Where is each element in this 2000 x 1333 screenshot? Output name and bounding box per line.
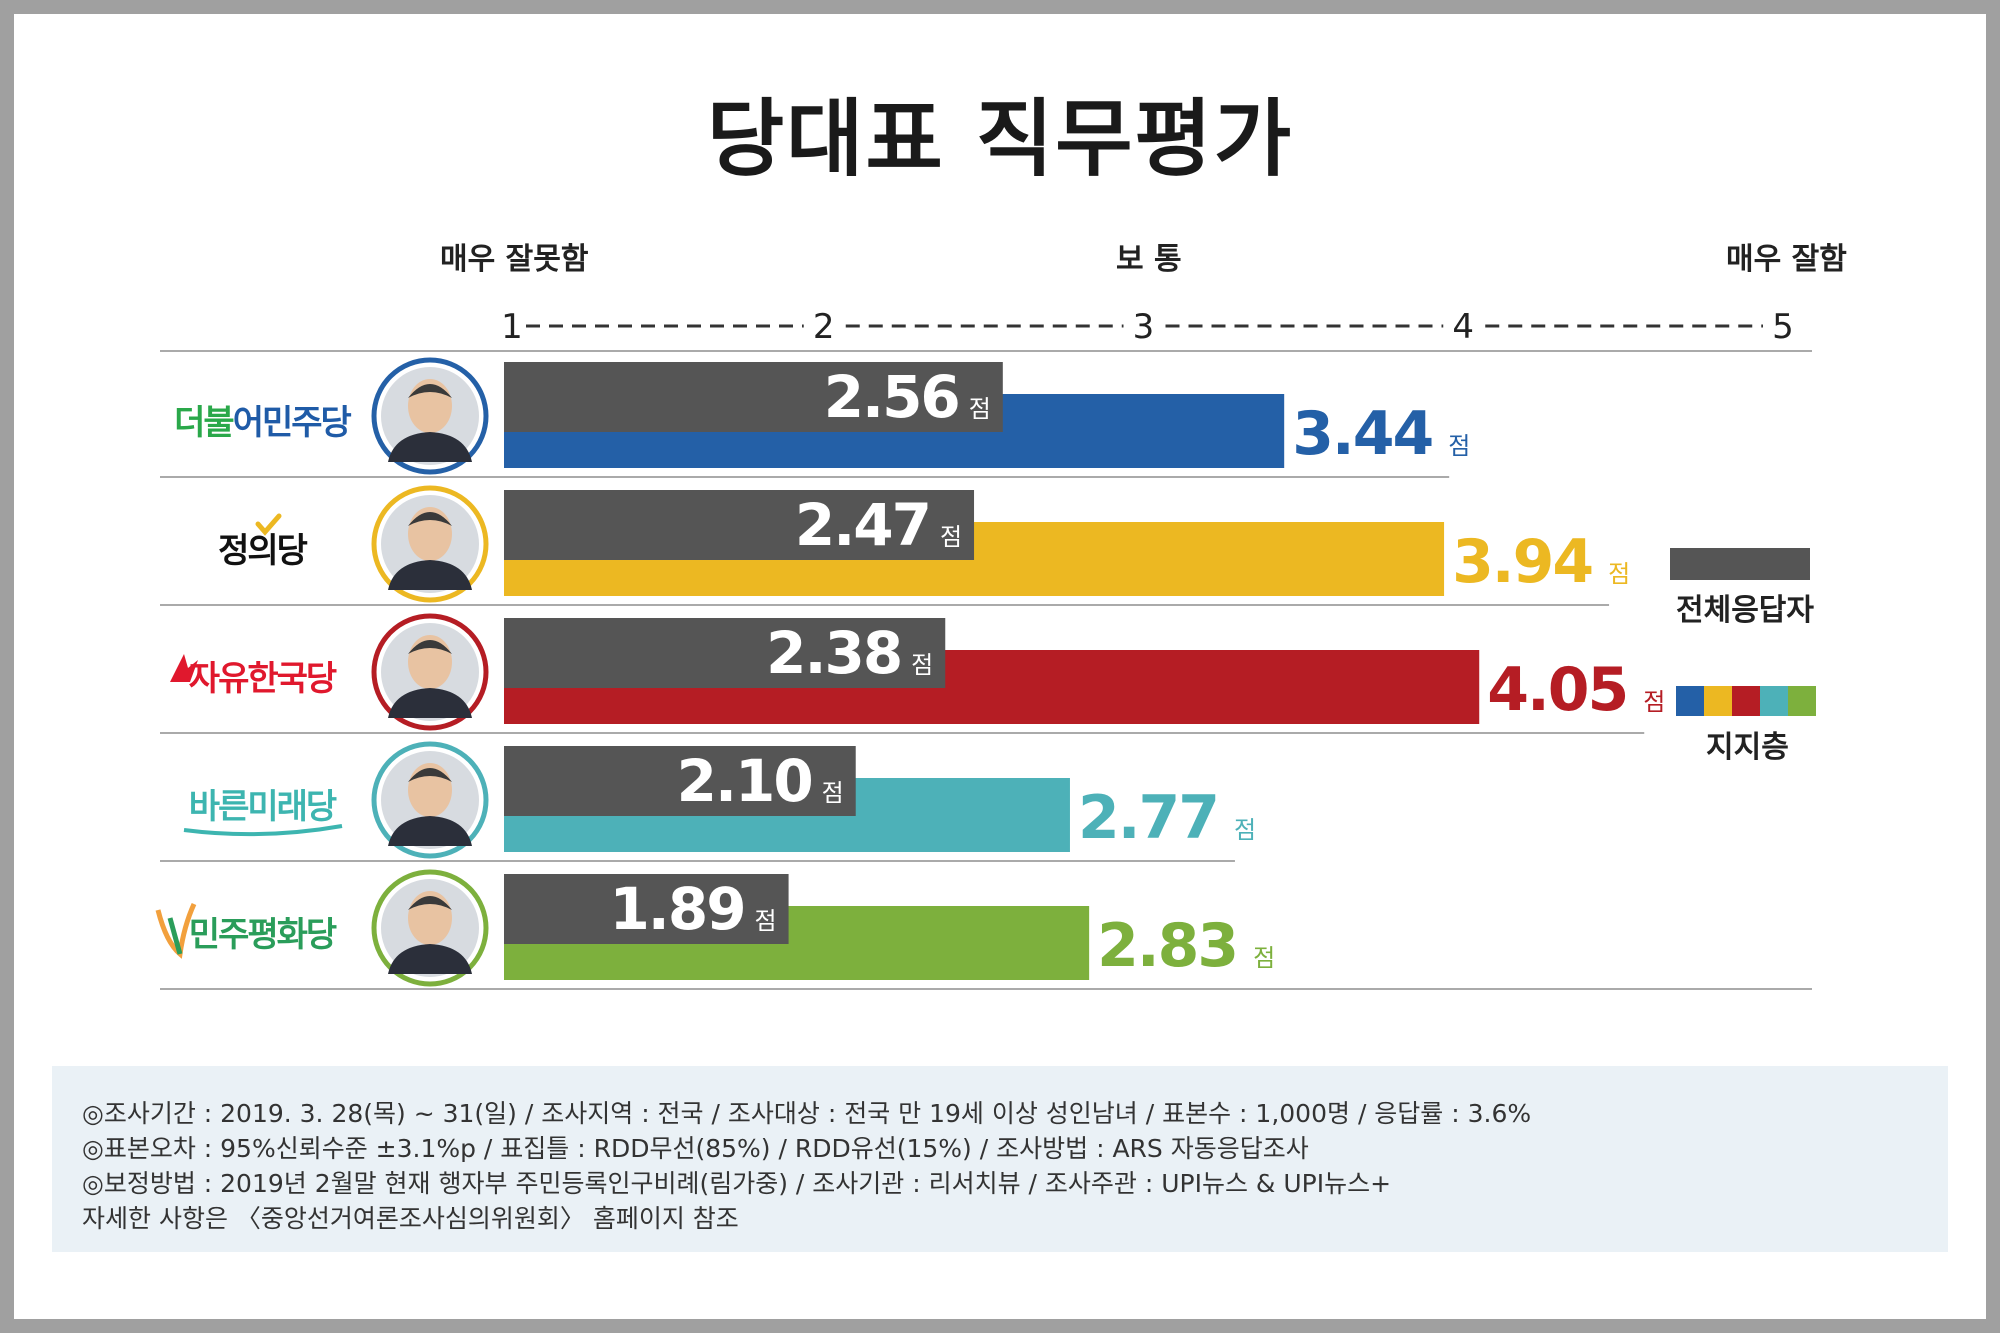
overall-value-label: 2.38 [766, 619, 901, 687]
overall-bar [504, 490, 975, 560]
portrait-hair [408, 768, 452, 782]
scale-label-very-bad: 매우 잘못함 [440, 242, 589, 277]
supporters-value-label: 2.77 [1078, 783, 1218, 853]
overall-unit-label: 점 [969, 395, 991, 423]
supporters-unit-label: 점 [1643, 688, 1665, 716]
overall-unit-label: 점 [940, 523, 962, 551]
legend-supporters-label: 지지층 [1706, 730, 1789, 765]
x-tick-label: 2 [813, 307, 835, 347]
supporters-value-label: 2.83 [1097, 911, 1237, 981]
portrait-suit [388, 560, 472, 590]
torch-flame-icon [170, 654, 198, 682]
x-tick-label: 3 [1133, 307, 1155, 347]
supporters-unit-label: 점 [1234, 816, 1256, 844]
x-tick-label: 5 [1772, 307, 1794, 347]
portrait-hair [408, 640, 452, 654]
supporters-value-label: 3.44 [1292, 399, 1432, 469]
portrait-suit [388, 688, 472, 718]
scale-label-very-good: 매우 잘함 [1726, 242, 1847, 277]
portrait-suit [388, 432, 472, 462]
party-logo-text: 정의당 [218, 531, 308, 571]
party-logo-text: 바른미래당 [189, 787, 337, 827]
portrait-suit [388, 944, 472, 974]
overall-bar [504, 618, 946, 688]
justice-party-check-icon [255, 513, 282, 536]
supporters-value-label: 3.94 [1452, 527, 1592, 597]
party-logo-text: 더불어민주당 [174, 403, 351, 443]
scale-label-neutral: 보 통 [1116, 242, 1182, 277]
overall-bar [504, 362, 1003, 432]
bareunmirae-swoosh-icon [183, 824, 343, 837]
overall-value-label: 2.47 [795, 491, 930, 559]
x-tick-label: 1 [501, 307, 523, 347]
overall-unit-label: 점 [754, 907, 776, 935]
supporters-unit-label: 점 [1448, 432, 1470, 460]
party-logo-text: 자유한국당 [189, 659, 337, 699]
peace-party-leaf-icon [167, 917, 183, 955]
portrait-suit [388, 816, 472, 846]
x-tick-label: 4 [1452, 307, 1474, 347]
overall-bar [504, 874, 789, 944]
legend-supporters-swatch [1788, 686, 1816, 716]
legend-overall-label: 전체응답자 [1676, 593, 1814, 628]
overall-value-label: 2.10 [677, 747, 812, 815]
party-logo-text: 민주평화당 [189, 915, 337, 955]
footnote-line-2: ◎표본오차 : 95%신뢰수준 ±3.1%p / 표집틀 : RDD무선(85%… [82, 1134, 1309, 1163]
portrait-hair [408, 896, 452, 910]
portrait-hair [408, 384, 452, 398]
overall-bar [504, 746, 856, 816]
overall-value-label: 2.56 [824, 363, 959, 431]
footnote-line-1: ◎조사기간 : 2019. 3. 28(목) ~ 31(일) / 조사지역 : … [82, 1099, 1532, 1128]
portrait-hair [408, 512, 452, 526]
supporters-unit-label: 점 [1253, 944, 1275, 972]
supporters-value-label: 4.05 [1487, 655, 1627, 725]
legend-overall-swatch [1670, 548, 1810, 580]
survey-footnote: ◎조사기간 : 2019. 3. 28(목) ~ 31(일) / 조사지역 : … [52, 1066, 1948, 1252]
overall-unit-label: 점 [822, 779, 844, 807]
legend-supporters-swatch [1676, 686, 1704, 716]
legend-supporters-swatch [1704, 686, 1732, 716]
chart-title: 당대표 직무평가 [706, 90, 1294, 188]
legend-supporters-swatch [1760, 686, 1788, 716]
footnote-line-3: ◎보정방법 : 2019년 2월말 현재 행자부 주민등록인구비례(림가중) /… [82, 1169, 1392, 1198]
supporters-unit-label: 점 [1608, 560, 1630, 588]
footnote-line-4: 자세한 사항은 〈중앙선거여론조사심의위원회〉 홈페이지 참조 [82, 1204, 739, 1233]
overall-unit-label: 점 [911, 651, 933, 679]
legend-supporters-swatch [1732, 686, 1760, 716]
overall-value-label: 1.89 [609, 875, 744, 943]
